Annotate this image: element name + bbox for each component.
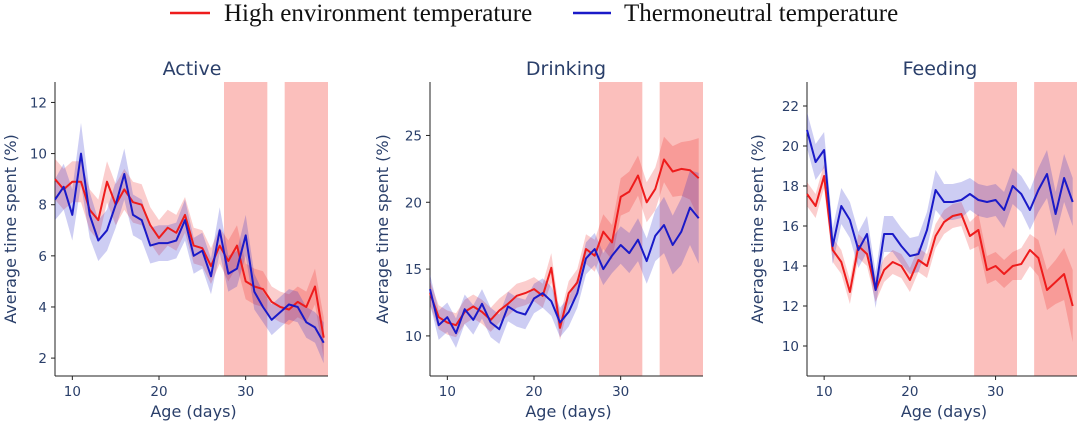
y-tick-label: 18 (782, 179, 799, 195)
panel-feeding: 10 20 30 10 12 14 16 18 20 22 Feeding Age (days) Ave… (748, 58, 1077, 421)
y-tick-label: 10 (782, 339, 799, 355)
legend-label-high: High environment temperature (224, 0, 532, 27)
confidence-band-feeding-thermo (807, 112, 1073, 308)
series-line-active-high (54, 178, 325, 338)
y-tick-label: 8 (38, 198, 47, 214)
y-tick-label: 20 (405, 195, 422, 211)
y-axis-label-feeding: Average time spent (%) (748, 134, 767, 324)
x-axis-label-drinking: Age (days) (525, 402, 611, 421)
y-tick-label: 12 (30, 95, 47, 111)
x-tick-label: 30 (612, 384, 629, 400)
y-tick-label: 12 (782, 299, 799, 315)
confidence-band-active-thermo (55, 122, 324, 364)
panel-drinking: 10 20 30 10 15 20 25 Drinking Age (days) Average … (373, 58, 703, 421)
x-tick-label: 30 (237, 384, 254, 400)
legend-label-thermo: Thermoneutral temperature (624, 0, 898, 27)
panel-title-feeding: Feeding (903, 58, 978, 80)
y-tick-label: 20 (782, 139, 799, 155)
y-tick-label: 10 (405, 329, 422, 345)
y-tick-label: 4 (38, 300, 47, 316)
x-tick-label: 20 (150, 384, 167, 400)
y-tick-label: 15 (405, 262, 422, 278)
y-axis-label-drinking: Average time spent (%) (373, 134, 392, 324)
highlight-region-feeding-1 (1034, 82, 1077, 376)
panel-title-drinking: Drinking (526, 58, 606, 80)
y-tick-label: 22 (782, 99, 799, 115)
series-line-drinking-thermo (429, 206, 700, 335)
x-tick-label: 30 (987, 384, 1004, 400)
series-line-feeding-high (806, 175, 1074, 307)
x-tick-label: 10 (816, 384, 833, 400)
y-tick-label: 16 (782, 219, 799, 235)
y-tick-label: 14 (782, 259, 799, 275)
highlight-region-active-0 (224, 82, 268, 376)
x-tick-label: 20 (901, 384, 918, 400)
y-tick-label: 25 (405, 128, 422, 144)
confidence-band-feeding-high (807, 164, 1073, 342)
y-tick-label: 10 (30, 147, 47, 163)
x-tick-label: 10 (439, 384, 456, 400)
y-tick-label: 2 (38, 351, 47, 367)
highlight-region-drinking-0 (599, 82, 643, 376)
x-axis-label-active: Age (days) (150, 402, 236, 421)
panel-active: 10 20 30 2 4 6 8 10 12 Active Age (days) Average ti… (1, 58, 328, 421)
x-axis-label-feeding: Age (days) (901, 402, 987, 421)
series-line-active-thermo (54, 152, 325, 344)
series-line-feeding-thermo (806, 129, 1074, 291)
panel-title-active: Active (163, 58, 222, 80)
highlight-region-feeding-0 (974, 82, 1017, 376)
highlight-region-active-1 (284, 82, 328, 376)
series-line-drinking-high (429, 158, 700, 329)
legend: High environment temperature Thermoneutr… (170, 0, 898, 27)
x-tick-label: 10 (64, 384, 81, 400)
y-tick-label: 6 (38, 249, 47, 265)
y-axis-label-active: Average time spent (%) (1, 134, 20, 324)
x-tick-label: 20 (525, 384, 542, 400)
confidence-band-active-high (55, 158, 324, 359)
